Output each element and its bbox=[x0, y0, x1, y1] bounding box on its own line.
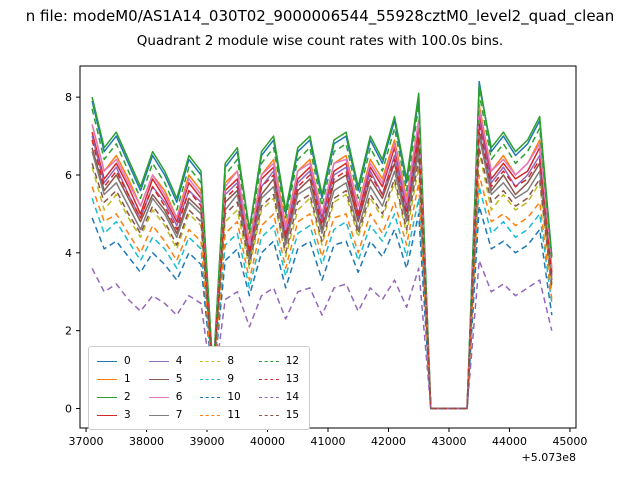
y-tick-label: 4 bbox=[65, 247, 72, 260]
legend-line-sample bbox=[200, 378, 221, 380]
legend-line-sample bbox=[200, 360, 221, 362]
series-line-10 bbox=[91, 205, 553, 410]
chart-title: n file: modeM0/AS1A14_030T02_9000006544_… bbox=[25, 7, 615, 25]
series-line-6 bbox=[91, 108, 553, 410]
legend-label: 4 bbox=[175, 355, 183, 367]
legend-line-sample bbox=[258, 414, 279, 416]
y-tick-label: 0 bbox=[65, 403, 72, 416]
x-tick-label: 43000 bbox=[431, 435, 466, 448]
legend-item: 15 bbox=[258, 409, 300, 421]
legend-label: 6 bbox=[175, 391, 183, 403]
legend-item: 6 bbox=[148, 391, 183, 403]
legend-label: 8 bbox=[227, 355, 235, 367]
series-line-11 bbox=[91, 174, 553, 410]
series-line-9 bbox=[91, 185, 553, 410]
legend-label: 12 bbox=[285, 355, 300, 367]
legend-label: 15 bbox=[285, 409, 300, 421]
legend-item: 7 bbox=[148, 409, 183, 421]
legend-item: 1 bbox=[97, 373, 131, 385]
legend-label: 13 bbox=[285, 373, 300, 385]
legend-item: 12 bbox=[258, 355, 300, 367]
x-tick-label: 39000 bbox=[190, 435, 225, 448]
legend-label: 14 bbox=[285, 391, 300, 403]
series-line-13 bbox=[91, 123, 553, 410]
legend: 0 1 2 3 4 5 6 7 8 9 10 11 12 13 14 15 bbox=[88, 346, 311, 430]
legend-item: 11 bbox=[200, 409, 241, 421]
x-axis-offset-label: +5.073e8 bbox=[522, 451, 576, 464]
legend-line-sample bbox=[200, 396, 221, 398]
legend-line-sample bbox=[97, 360, 117, 362]
x-tick-label: 38000 bbox=[129, 435, 164, 448]
legend-item: 14 bbox=[258, 391, 300, 403]
legend-label: 2 bbox=[124, 391, 131, 403]
legend-line-sample bbox=[97, 378, 117, 380]
legend-label: 9 bbox=[227, 373, 235, 385]
y-tick-label: 2 bbox=[65, 325, 72, 338]
legend-item: 0 bbox=[97, 355, 131, 367]
series-line-7 bbox=[91, 135, 553, 410]
x-tick-label: 40000 bbox=[250, 435, 285, 448]
series-line-15 bbox=[91, 146, 553, 410]
legend-item: 2 bbox=[97, 391, 131, 403]
legend-line-sample bbox=[97, 414, 117, 416]
legend-line-sample bbox=[200, 414, 221, 416]
y-tick-label: 8 bbox=[65, 91, 72, 104]
legend-line-sample bbox=[148, 396, 169, 398]
legend-line-sample bbox=[148, 378, 169, 380]
legend-item: 9 bbox=[200, 373, 240, 385]
legend-label: 5 bbox=[175, 373, 183, 385]
legend-item: 8 bbox=[200, 355, 240, 367]
legend-item: 5 bbox=[148, 373, 183, 385]
series-line-12 bbox=[91, 92, 553, 410]
y-tick-label: 6 bbox=[65, 169, 72, 182]
legend-line-sample bbox=[148, 360, 169, 362]
x-tick-label: 44000 bbox=[492, 435, 527, 448]
legend-item: 10 bbox=[200, 391, 241, 403]
legend-label: 10 bbox=[227, 391, 241, 403]
x-tick-label: 42000 bbox=[371, 435, 406, 448]
x-tick-label: 37000 bbox=[69, 435, 104, 448]
x-tick-label: 41000 bbox=[311, 435, 346, 448]
legend-label: 7 bbox=[175, 409, 183, 421]
legend-label: 11 bbox=[227, 409, 241, 421]
legend-item: 4 bbox=[148, 355, 183, 367]
series-line-8 bbox=[91, 150, 553, 410]
chart-subtitle: Quadrant 2 module wise count rates with … bbox=[136, 33, 504, 49]
legend-label: 3 bbox=[124, 409, 131, 421]
legend-item: 13 bbox=[258, 373, 300, 385]
legend-line-sample bbox=[97, 396, 117, 398]
x-tick-label: 45000 bbox=[552, 435, 587, 448]
legend-item: 3 bbox=[97, 409, 131, 421]
legend-line-sample bbox=[258, 378, 279, 380]
series-line-14 bbox=[91, 259, 553, 410]
legend-label: 0 bbox=[124, 355, 131, 367]
legend-label: 1 bbox=[124, 373, 131, 385]
legend-line-sample bbox=[258, 396, 279, 398]
legend-line-sample bbox=[258, 360, 279, 362]
legend-line-sample bbox=[148, 414, 169, 416]
